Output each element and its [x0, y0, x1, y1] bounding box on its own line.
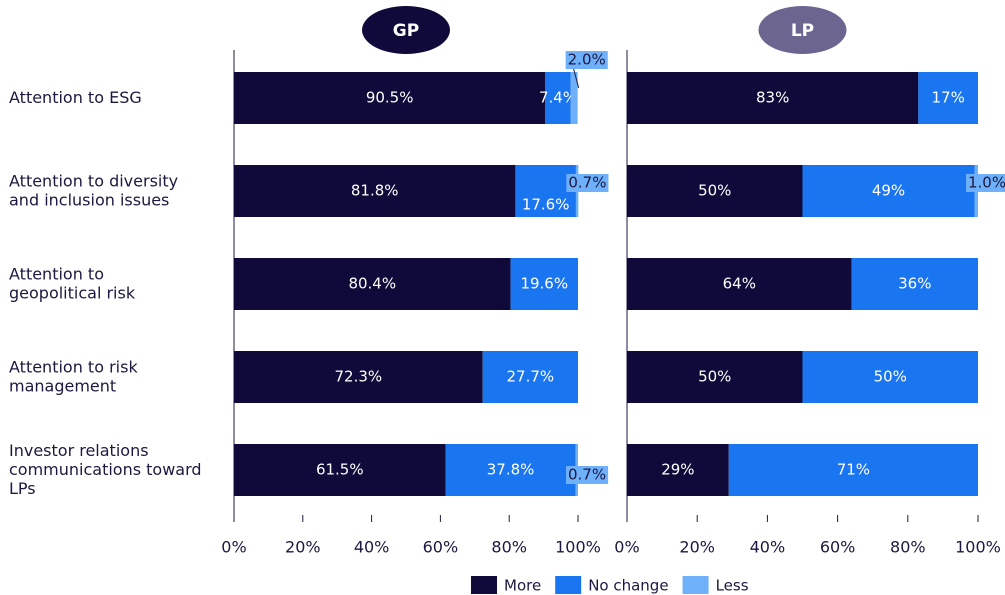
value-label: 50% [698, 182, 731, 200]
value-label-small: 0.7% [568, 466, 606, 484]
bar-segment [510, 258, 578, 310]
x-tick-label: 80% [890, 538, 926, 557]
legend-label: No change [588, 577, 668, 595]
x-tick-label: 60% [423, 538, 459, 557]
x-tick-label: 40% [354, 538, 390, 557]
value-label: 36% [898, 275, 931, 293]
bar-segment [482, 351, 578, 403]
category-line: Attention to diversity [9, 171, 178, 190]
value-label: 50% [874, 368, 907, 386]
bar-segment [234, 351, 483, 403]
value-label-small: 1.0% [968, 174, 1005, 192]
bar-segment [234, 258, 511, 310]
value-label-small: 0.7% [568, 174, 606, 192]
bar-segment [627, 444, 729, 496]
legend-swatch [682, 576, 709, 594]
bar-segment [570, 72, 578, 124]
value-label: 17% [931, 89, 964, 107]
panel-title: GP [393, 21, 419, 41]
category-line: LPs [9, 479, 36, 498]
bar-segment [851, 258, 978, 310]
category-label: Attention to diversity and inclusion issu… [9, 171, 178, 209]
value-label-box [566, 174, 609, 192]
bar-segment [234, 444, 446, 496]
value-label: 7.4% [539, 89, 577, 107]
category-line: communications toward [9, 460, 202, 479]
value-label-box [566, 466, 609, 484]
x-tick-label: 0% [221, 538, 246, 557]
value-label-box [966, 174, 1005, 192]
bar-segment [515, 165, 576, 217]
category-line: geopolitical risk [9, 283, 136, 302]
x-tick-label: 100% [955, 538, 1001, 557]
bar-segment [234, 72, 546, 124]
bar-segment [918, 72, 978, 124]
legend-swatch [555, 576, 582, 594]
category-label: Attention to geopolitical risk [9, 264, 136, 302]
category-line: management [9, 376, 116, 395]
value-label: 17.6% [522, 196, 570, 214]
value-label: 81.8% [351, 182, 399, 200]
category-line: Attention to ESG [9, 88, 142, 107]
x-tick-label: 0% [614, 538, 639, 557]
legend-swatch [471, 576, 497, 594]
value-label-small: 2.0% [568, 51, 606, 69]
value-label: 71% [837, 461, 870, 479]
value-label: 37.8% [487, 461, 535, 479]
legend-label: More [504, 577, 541, 595]
x-tick-label: 100% [555, 538, 601, 557]
category-label: Attention to ESG [9, 88, 142, 107]
panel-title: LP [791, 21, 814, 41]
value-label: 27.7% [507, 368, 555, 386]
panel-badge [362, 6, 450, 54]
value-label: 72.3% [335, 368, 383, 386]
bar-segment [445, 444, 576, 496]
bar-segment [802, 351, 978, 403]
bar-segment [234, 165, 516, 217]
category-line: Investor relations [9, 441, 149, 460]
bar-segment [802, 165, 975, 217]
panel-badge [758, 6, 847, 54]
category-line: and inclusion issues [9, 190, 169, 209]
bar-segment [728, 444, 978, 496]
legend-label: Less [716, 577, 749, 595]
value-label: 19.6% [520, 275, 568, 293]
bar-segment [627, 351, 803, 403]
value-label: 61.5% [316, 461, 364, 479]
x-tick-label: 40% [750, 538, 786, 557]
category-line: Attention to [9, 264, 104, 283]
bar-segment [545, 72, 571, 124]
value-label-box [565, 51, 608, 69]
x-tick-label: 60% [820, 538, 856, 557]
bar-segment [627, 258, 852, 310]
value-label: 83% [756, 89, 789, 107]
value-label: 49% [872, 182, 905, 200]
leader-line [573, 68, 580, 89]
value-label: 80.4% [348, 275, 396, 293]
category-label: Investor relations communications toward L… [9, 441, 202, 498]
bar-segment [627, 165, 803, 217]
category-label: Attention to risk management [9, 357, 138, 395]
bar-segment [627, 72, 919, 124]
x-tick-label: 80% [491, 538, 527, 557]
category-line: Attention to risk [9, 357, 138, 376]
x-tick-label: 20% [679, 538, 715, 557]
x-tick-label: 20% [285, 538, 321, 557]
value-label: 64% [723, 275, 756, 293]
value-label: 90.5% [366, 89, 414, 107]
value-label: 50% [698, 368, 731, 386]
value-label: 29% [661, 461, 694, 479]
